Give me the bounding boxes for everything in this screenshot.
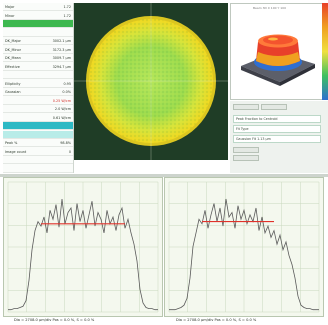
parameter-value: 98.8% <box>60 141 71 145</box>
parameter-value: 3294.7 µm <box>52 64 71 69</box>
surface-highlight <box>268 37 278 41</box>
parameter-row <box>3 122 73 130</box>
option-button[interactable] <box>233 147 259 153</box>
view3d-title: Beam 3D X 100 Y 100 <box>253 6 286 10</box>
info-field[interactable]: Gaussian Fit 1.13 µm <box>233 135 321 143</box>
parameter-row: Minor 1.72 <box>3 12 73 20</box>
parameter-value: 1.72 <box>63 5 71 9</box>
profile-plot-x <box>7 181 159 313</box>
parameter-row: 2.0 W/cm <box>3 105 73 113</box>
divider <box>0 174 328 177</box>
plot-base-side <box>241 66 280 86</box>
chart-caption-x: Dia = 2708.0 µm/div Pos = 0.0 %, S = 0.0… <box>14 318 95 322</box>
parameter-row <box>3 29 73 37</box>
parameter-value: 0.0% <box>62 90 71 94</box>
info-field[interactable]: Peak Fraction to Centroid <box>233 115 321 123</box>
parameter-value: 0 <box>68 149 71 154</box>
parameter-value: 0.95 <box>63 81 71 86</box>
parameter-label: Minor <box>5 13 15 18</box>
parameter-row: DK_Minor 3172.3 µm <box>3 46 73 54</box>
parameter-row: Gaussian 0.0% <box>3 88 73 96</box>
profile-trace <box>8 198 158 311</box>
beam-3d-plot <box>241 34 315 86</box>
parameter-value: 0.61 W/cm <box>52 115 71 120</box>
parameter-label: Image count <box>5 149 27 154</box>
parameter-label: DK_Major <box>5 39 21 43</box>
parameter-row: 0.25 W/cm <box>3 97 73 105</box>
beam-image-view[interactable] <box>74 3 228 160</box>
parameter-row <box>3 156 73 164</box>
parameter-row: Effective 3294.7 µm <box>3 63 73 71</box>
toolbar-button[interactable] <box>261 104 287 110</box>
profile-trace <box>169 198 319 311</box>
parameter-value: 1.72 <box>63 13 71 18</box>
parameter-row <box>3 130 73 139</box>
beam-3d-view[interactable]: Beam 3D X 100 Y 100 <box>230 3 323 100</box>
parameter-row <box>3 71 73 79</box>
parameter-label: DK_Mean <box>5 56 21 60</box>
parameter-row: Image count 0 <box>3 148 73 156</box>
parameter-label: Peak % <box>5 141 18 145</box>
toolbar-button[interactable] <box>233 104 259 110</box>
parameter-row <box>3 20 73 28</box>
profile-plot-y <box>168 181 320 313</box>
parameter-label: Ellipticity <box>5 81 21 86</box>
parameter-row <box>3 165 73 173</box>
surface-walls-lower <box>256 52 300 66</box>
parameter-row: DK_Mean 3009.7 µm <box>3 54 73 62</box>
parameters-panel: Major 1.72 Minor 1.72 DK_Major 3002.1 µm DK_Mi… <box>3 3 74 173</box>
parameter-row: Major 1.72 <box>3 3 73 11</box>
info-panel: Peak Fraction to Centroid Fit Type Gauss… <box>230 101 328 173</box>
parameter-row: DK_Major 3002.1 µm <box>3 37 73 45</box>
profile-chart-x[interactable] <box>3 177 163 317</box>
profile-chart-y[interactable] <box>164 177 324 317</box>
parameter-value: 0.25 W/cm <box>52 98 71 103</box>
plot-base-side-2 <box>280 64 315 86</box>
info-field[interactable]: Fit Type <box>233 125 321 133</box>
parameter-value: 2.0 W/cm <box>54 107 71 111</box>
parameter-value: 3009.7 µm <box>52 56 71 60</box>
option-button[interactable] <box>233 155 259 161</box>
parameter-label: Gaussian <box>5 90 21 94</box>
parameter-label: Effective <box>5 64 20 69</box>
color-scale-legend <box>322 3 328 100</box>
chart-caption-y: Dia = 2708.0 µm/div Pos = 0.0 %, S = 0.0… <box>176 318 257 322</box>
parameter-value: 3002.1 µm <box>52 39 71 43</box>
surface-top-inner <box>263 35 293 45</box>
parameter-value: 3172.3 µm <box>52 47 71 52</box>
parameter-label: Major <box>5 5 15 9</box>
beam-image-canvas <box>74 3 228 160</box>
parameter-row: 0.61 W/cm <box>3 114 73 122</box>
parameter-row: Ellipticity 0.95 <box>3 80 73 88</box>
parameter-label: DK_Minor <box>5 47 22 52</box>
parameter-row: Peak % 98.8% <box>3 139 73 147</box>
